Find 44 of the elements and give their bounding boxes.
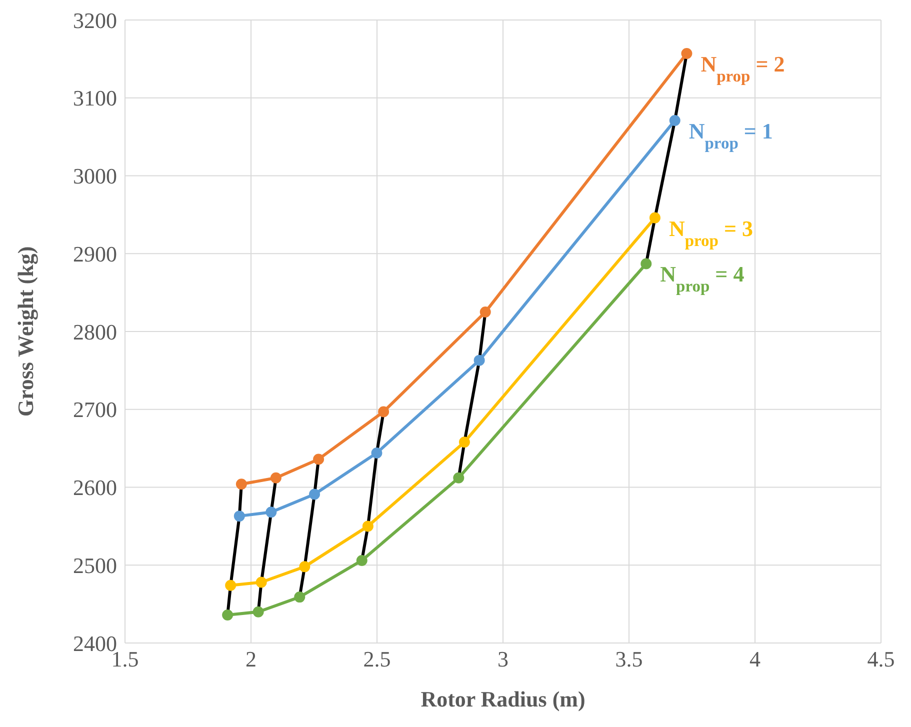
x-tick-label: 2 — [246, 646, 256, 672]
point — [225, 580, 236, 591]
y-tick-label: 2700 — [73, 397, 117, 422]
point — [234, 510, 245, 522]
point — [480, 306, 491, 318]
series-label: N$_{prop}$ = 4 — [660, 262, 744, 296]
y-tick-label: 2500 — [73, 552, 117, 578]
series-label: N$_{prop}$ = 3 — [668, 216, 754, 250]
point — [256, 576, 267, 588]
point — [453, 472, 464, 484]
point — [309, 488, 320, 500]
point — [356, 554, 368, 566]
y-tick-label: 2800 — [73, 319, 117, 344]
point — [299, 561, 310, 572]
point — [236, 478, 247, 490]
point — [640, 258, 652, 270]
x-tick-label: 3.5 — [615, 646, 643, 672]
point — [681, 48, 692, 59]
y-tick-label: 2900 — [73, 241, 117, 266]
point — [222, 609, 234, 620]
point — [294, 592, 306, 603]
x-tick-label: 2.5 — [363, 646, 391, 672]
point — [270, 472, 282, 484]
x-axis-title: Rotor Radius (m) — [420, 686, 586, 712]
point — [474, 354, 485, 366]
x-tick-label: 4.5 — [867, 646, 895, 672]
series-label: N$_{prop}$ = 2 — [700, 51, 785, 85]
x-tick-label: 4 — [750, 646, 760, 672]
point — [252, 606, 264, 618]
point — [378, 406, 390, 418]
y-tick-label: 2600 — [73, 475, 117, 500]
y-tick-label: 3200 — [73, 8, 117, 33]
point — [371, 447, 382, 458]
y-axis-title: Gross Weight (kg) — [12, 246, 38, 417]
y-tick-label: 3100 — [73, 86, 117, 111]
point — [313, 454, 324, 465]
point — [669, 114, 680, 126]
point — [458, 436, 470, 448]
series-label: N$_{prop}$ = 1 — [688, 118, 773, 152]
point — [649, 212, 660, 224]
x-tick-label: 3 — [498, 646, 508, 672]
point — [266, 506, 277, 518]
y-tick-label: 3000 — [73, 164, 117, 189]
point — [362, 520, 374, 532]
